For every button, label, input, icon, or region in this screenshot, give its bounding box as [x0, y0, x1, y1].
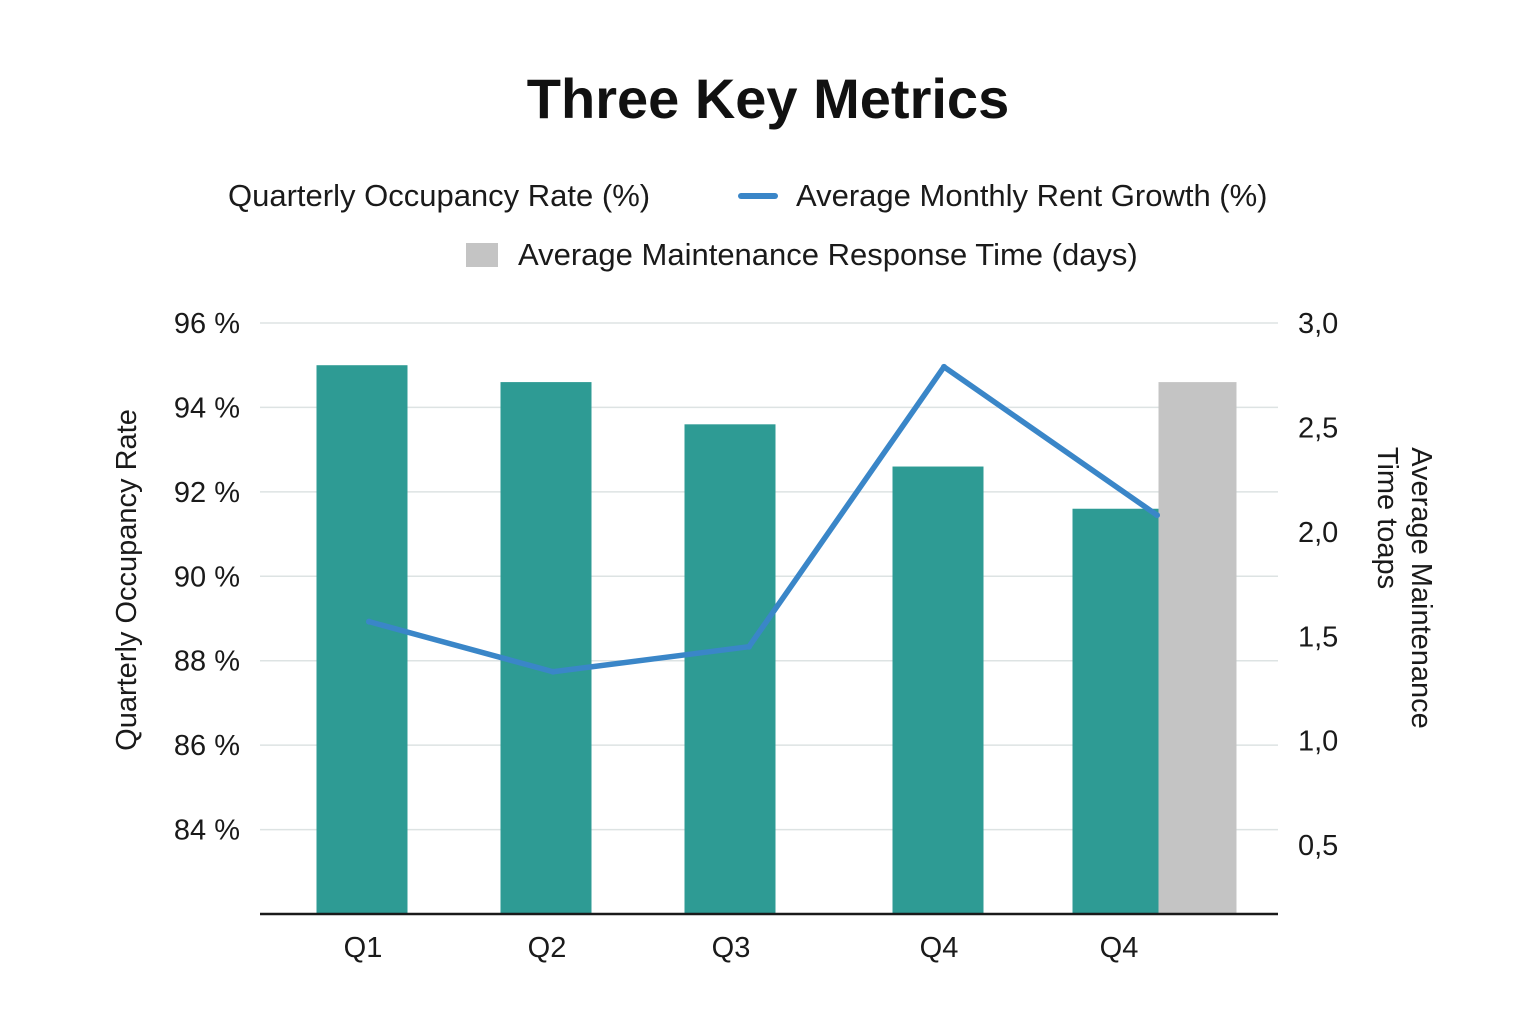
right-tick-label: 3,0	[1298, 308, 1338, 340]
right-axis-title-line-2: Time toaps	[1371, 447, 1403, 589]
x-axis-ticks: Q1 Q2 Q3 Q4 Q4	[344, 932, 1139, 964]
right-axis-title-line-1: Average Maintenance	[1405, 447, 1437, 729]
occupancy-bar[interactable]	[316, 365, 408, 914]
right-axis-ticks: 3,0 2,5 2,0 1,5 1,0 0,5	[1298, 308, 1338, 862]
left-tick-label: 86 %	[174, 730, 240, 762]
x-tick-label: Q4	[920, 932, 959, 964]
left-tick-label: 92 %	[174, 477, 240, 509]
rent-growth-point[interactable]	[1154, 512, 1160, 519]
occupancy-bar[interactable]	[892, 466, 984, 914]
left-tick-label: 94 %	[174, 392, 240, 424]
maintenance-bar[interactable]	[1158, 382, 1237, 915]
right-tick-label: 0,5	[1298, 830, 1338, 862]
legend-item-maintenance[interactable]: Average Maintenance Response Time (days)	[466, 237, 1138, 273]
rent-growth-point[interactable]	[366, 618, 372, 625]
left-tick-label: 96 %	[174, 308, 240, 340]
right-tick-label: 1,0	[1298, 726, 1338, 758]
right-tick-label: 2,5	[1298, 412, 1338, 444]
legend-item-rent-growth[interactable]: Average Monthly Rent Growth (%)	[738, 178, 1268, 214]
right-tick-label: 2,0	[1298, 517, 1338, 549]
occupancy-bar[interactable]	[1072, 508, 1164, 914]
x-tick-label: Q4	[1100, 932, 1139, 964]
x-tick-label: Q3	[712, 932, 751, 964]
right-tick-label: 1,5	[1298, 621, 1338, 653]
x-tick-label: Q1	[344, 932, 383, 964]
right-axis-title: Average Maintenance Time toaps	[1371, 447, 1437, 729]
left-tick-label: 90 %	[174, 561, 240, 593]
left-tick-label: 88 %	[174, 646, 240, 678]
rent-growth-line	[366, 363, 1160, 675]
legend-item-occupancy[interactable]: Quarterly Occupancy Rate (%)	[228, 178, 650, 214]
rent-growth-point[interactable]	[746, 643, 752, 650]
chart-title: Three Key Metrics	[526, 67, 1010, 130]
legend-line-swatch-icon	[738, 193, 778, 199]
occupancy-bar[interactable]	[500, 382, 592, 915]
occupancy-bar[interactable]	[684, 424, 776, 914]
left-axis-title: Quarterly Occupancy Rate	[111, 409, 143, 751]
rent-growth-point[interactable]	[550, 668, 556, 675]
legend-label-occupancy: Quarterly Occupancy Rate (%)	[228, 178, 651, 213]
legend-label-maintenance: Average Maintenance Response Time (days)	[518, 237, 1138, 272]
bars	[316, 365, 1237, 915]
left-axis-ticks: 96 % 94 % 92 % 90 % 88 % 86 % 84 %	[174, 308, 240, 847]
legend-box-swatch-icon	[466, 243, 498, 267]
x-tick-label: Q2	[528, 932, 567, 964]
left-tick-label: 84 %	[174, 815, 240, 847]
rent-growth-point[interactable]	[941, 363, 947, 370]
legend-label-rent-growth: Average Monthly Rent Growth (%)	[796, 178, 1268, 213]
